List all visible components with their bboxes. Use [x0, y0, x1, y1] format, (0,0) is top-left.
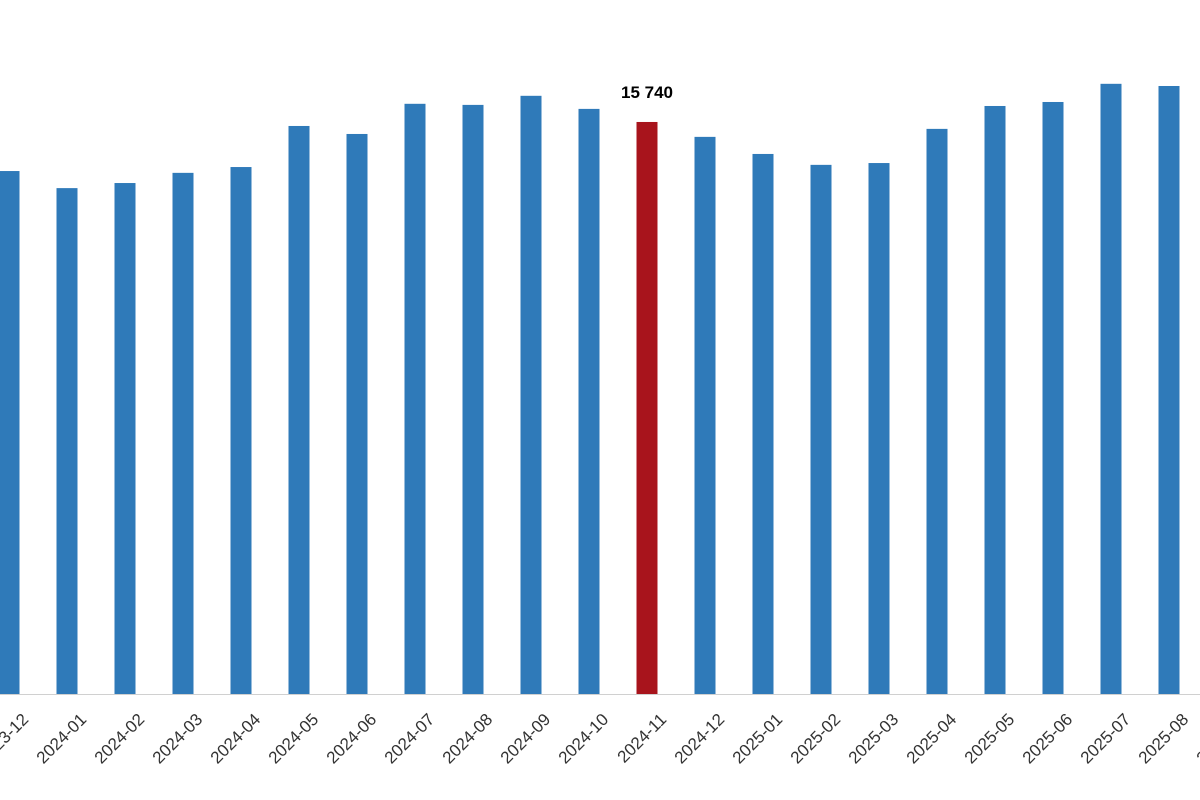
x-tick-label: 2025-02	[787, 710, 845, 768]
x-tick-label: 2024-06	[323, 710, 381, 768]
bar	[346, 133, 368, 695]
bar	[578, 108, 600, 695]
bar	[462, 104, 484, 694]
bar	[1158, 85, 1180, 694]
x-tick-label: 2024-08	[439, 710, 497, 768]
bar	[1042, 101, 1064, 694]
x-tick-label: 2024-04	[207, 710, 265, 768]
bar	[230, 167, 252, 694]
x-tick-label: 2025-05	[961, 710, 1019, 768]
x-tick-label: 2025-09	[1193, 710, 1200, 768]
bar	[172, 172, 194, 694]
x-tick-label: 2024-05	[265, 710, 323, 768]
x-tick-label: 2024-01	[33, 710, 91, 768]
x-tick-label: 2025-06	[1019, 710, 1077, 768]
x-tick-label: 2025-01	[729, 710, 787, 768]
x-tick-label: 2024-10	[555, 710, 613, 768]
x-tick-label: 2024-11	[614, 710, 671, 767]
bar	[810, 164, 832, 694]
bar	[520, 95, 542, 694]
bar	[636, 121, 658, 694]
x-tick-label: 2024-07	[381, 710, 439, 768]
bar	[694, 136, 716, 695]
bar	[926, 128, 948, 695]
x-tick-label: 2025-08	[1135, 710, 1193, 768]
bar	[56, 188, 78, 694]
x-tick-label: 2025-07	[1077, 710, 1135, 768]
x-tick-label: 2024-02	[91, 710, 149, 768]
value-label: 15 740	[621, 83, 673, 102]
bar	[288, 125, 310, 694]
x-tick-label: 2025-03	[845, 710, 903, 768]
bar	[404, 103, 426, 695]
x-tick-label: 2024-09	[497, 710, 555, 768]
x-tick-label: 2024-12	[671, 710, 729, 768]
bar	[114, 183, 136, 694]
bar	[752, 153, 774, 695]
bar	[1100, 83, 1122, 695]
bar	[868, 163, 890, 694]
x-tick-label: 2025-04	[903, 710, 961, 768]
x-tick-label: 2023-12	[0, 710, 32, 768]
bar	[984, 105, 1006, 694]
x-tick-label: 2024-03	[149, 710, 207, 768]
bar	[0, 171, 20, 694]
